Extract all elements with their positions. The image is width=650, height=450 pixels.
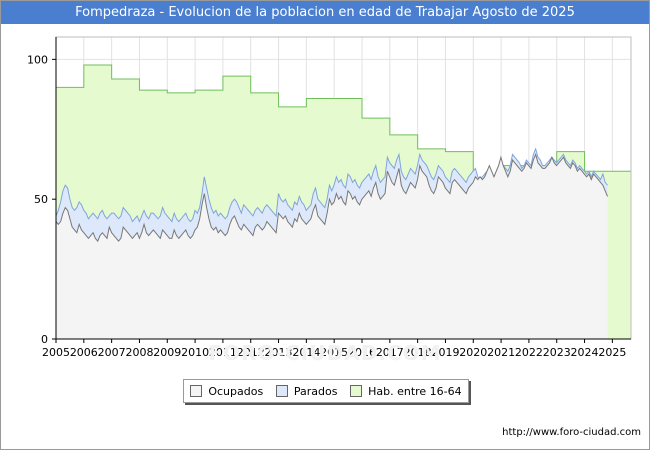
series-ocupados-line: [55, 152, 608, 243]
legend-swatch-hab: [350, 385, 363, 397]
legend-swatch-parados: [275, 385, 288, 397]
x-tick-label: 2020: [459, 346, 487, 359]
x-tick-label: 2009: [153, 346, 181, 359]
x-tick-label: 2011: [209, 346, 237, 359]
y-tick-label: 100: [27, 53, 48, 66]
chart-title: Fompedraza - Evolucion de la poblacion e…: [1, 1, 649, 24]
x-tick-label: 2017: [376, 346, 404, 359]
x-tick-label: 2015: [320, 346, 348, 359]
x-tick-label: 2012: [237, 346, 265, 359]
x-tick-label: 2023: [543, 346, 571, 359]
legend-item-hab: Hab. entre 16-64: [350, 385, 462, 398]
x-tick-label: 2024: [571, 346, 599, 359]
x-tick-label: 2005: [42, 346, 70, 359]
watermark: FORO-CIUDAD.COM: [208, 341, 442, 365]
legend-label-parados: Parados: [293, 384, 338, 398]
x-tick-label: 2016: [348, 346, 376, 359]
series-layer: [55, 64, 631, 340]
legend-item-parados: Parados: [275, 384, 338, 398]
x-tick-label: 2018: [404, 346, 432, 359]
y-tick-label: 0: [41, 333, 48, 346]
legend-label-hab: Hab. entre 16-64: [368, 384, 462, 398]
series-ocupados-area: [56, 154, 608, 339]
x-tick-labels: 2005 2006 2007 2008 2009 2010 2011 2012 2013 2014…: [42, 339, 626, 359]
legend-label-ocupados: Ocupados: [208, 384, 264, 398]
source-url[interactable]: http://www.foro-ciudad.com: [502, 427, 641, 438]
x-tick-label: 2010: [181, 346, 209, 359]
legend: Ocupados Parados Hab. entre 16-64: [183, 379, 469, 403]
x-tick-label: 2006: [70, 346, 98, 359]
legend-swatch-ocupados: [190, 385, 203, 397]
x-tick-label: 2021: [487, 346, 515, 359]
x-tick-label: 2008: [125, 346, 153, 359]
x-tick-label: 2022: [515, 346, 543, 359]
x-tick-label: 2025: [598, 346, 626, 359]
y-tick-labels: 0 50 100: [27, 53, 56, 346]
legend-item-ocupados: Ocupados: [190, 385, 263, 398]
series-parados-line: [55, 147, 608, 223]
x-tick-label: 2007: [98, 346, 126, 359]
axes: [55, 36, 632, 340]
x-tick-label: 2013: [265, 346, 293, 359]
y-tick-label: 50: [34, 193, 48, 206]
x-tick-label: 2014: [292, 346, 320, 359]
x-tick-label: 2019: [431, 346, 459, 359]
